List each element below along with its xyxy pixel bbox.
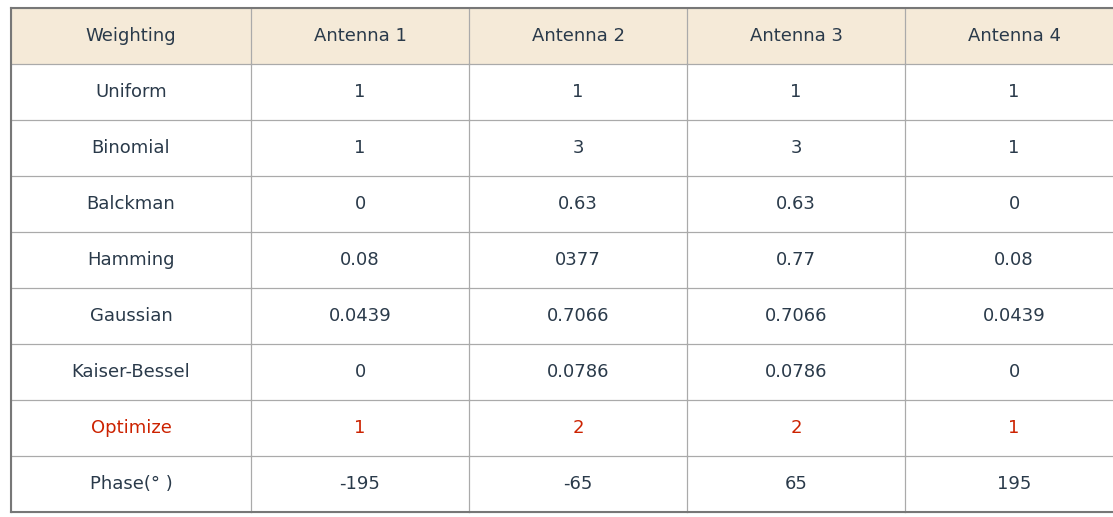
Text: 0.63: 0.63 [558, 195, 598, 213]
Text: 3: 3 [790, 139, 801, 157]
Bar [11, 400, 252, 456]
Text: 65: 65 [785, 475, 807, 493]
Bar [469, 176, 687, 232]
Text: 0.0786: 0.0786 [765, 363, 827, 381]
Bar [469, 288, 687, 344]
Text: 0.63: 0.63 [776, 195, 816, 213]
Text: Antenna 1: Antenna 1 [314, 27, 406, 45]
Text: 0: 0 [354, 363, 366, 381]
Bar [11, 120, 252, 176]
Bar [905, 344, 1113, 400]
Text: Balckman: Balckman [87, 195, 176, 213]
Text: 0.08: 0.08 [341, 251, 380, 269]
Bar [687, 176, 905, 232]
Bar [687, 232, 905, 288]
Bar [469, 232, 687, 288]
Bar [905, 232, 1113, 288]
Bar [687, 288, 905, 344]
Bar [11, 64, 252, 120]
Text: 0: 0 [1008, 363, 1020, 381]
Text: Gaussian: Gaussian [90, 307, 173, 325]
Bar [252, 288, 469, 344]
Text: 2: 2 [572, 419, 583, 437]
Bar [905, 120, 1113, 176]
Text: 1: 1 [572, 83, 583, 101]
Text: Phase(° ): Phase(° ) [90, 475, 173, 493]
Text: 2: 2 [790, 419, 801, 437]
Bar [252, 400, 469, 456]
Text: 1: 1 [790, 83, 801, 101]
Text: 0.7066: 0.7066 [546, 307, 609, 325]
Bar [905, 456, 1113, 512]
Text: 0: 0 [1008, 195, 1020, 213]
Text: 0.77: 0.77 [776, 251, 816, 269]
Text: -195: -195 [339, 475, 381, 493]
Bar [469, 456, 687, 512]
Text: 0.08: 0.08 [994, 251, 1034, 269]
Text: Antenna 3: Antenna 3 [749, 27, 843, 45]
Text: 0.0439: 0.0439 [983, 307, 1045, 325]
Bar [469, 400, 687, 456]
Bar [11, 456, 252, 512]
Text: 0.0786: 0.0786 [546, 363, 609, 381]
Bar [905, 64, 1113, 120]
Text: Binomial: Binomial [91, 139, 170, 157]
Text: 1: 1 [1008, 419, 1020, 437]
Text: 1: 1 [354, 83, 366, 101]
Bar [469, 120, 687, 176]
Bar [252, 176, 469, 232]
Text: Optimize: Optimize [90, 419, 171, 437]
Bar [252, 120, 469, 176]
Bar [252, 232, 469, 288]
Bar [905, 176, 1113, 232]
Bar [687, 8, 905, 64]
Text: Antenna 2: Antenna 2 [532, 27, 624, 45]
Bar [252, 344, 469, 400]
Bar [905, 288, 1113, 344]
Bar [687, 456, 905, 512]
Text: 0.0439: 0.0439 [328, 307, 392, 325]
Text: 1: 1 [1008, 83, 1020, 101]
Bar [11, 344, 252, 400]
Text: 0377: 0377 [555, 251, 601, 269]
Bar [252, 8, 469, 64]
Text: Uniform: Uniform [96, 83, 167, 101]
Text: Weighting: Weighting [86, 27, 176, 45]
Bar [11, 288, 252, 344]
Bar [687, 344, 905, 400]
Text: 3: 3 [572, 139, 583, 157]
Text: 0.7066: 0.7066 [765, 307, 827, 325]
Bar [11, 176, 252, 232]
Bar [469, 64, 687, 120]
Bar [905, 8, 1113, 64]
Text: 195: 195 [997, 475, 1031, 493]
Bar [469, 8, 687, 64]
Bar [252, 64, 469, 120]
Bar [905, 400, 1113, 456]
Text: Kaiser-Bessel: Kaiser-Bessel [71, 363, 190, 381]
Text: Antenna 4: Antenna 4 [967, 27, 1061, 45]
Bar [687, 400, 905, 456]
Text: Hamming: Hamming [87, 251, 175, 269]
Text: 1: 1 [354, 139, 366, 157]
Text: 1: 1 [1008, 139, 1020, 157]
Bar [687, 64, 905, 120]
Bar [252, 456, 469, 512]
Bar [687, 120, 905, 176]
Bar [11, 8, 252, 64]
Bar [11, 232, 252, 288]
Text: 1: 1 [354, 419, 366, 437]
Text: -65: -65 [563, 475, 593, 493]
Bar [469, 344, 687, 400]
Text: 0: 0 [354, 195, 366, 213]
